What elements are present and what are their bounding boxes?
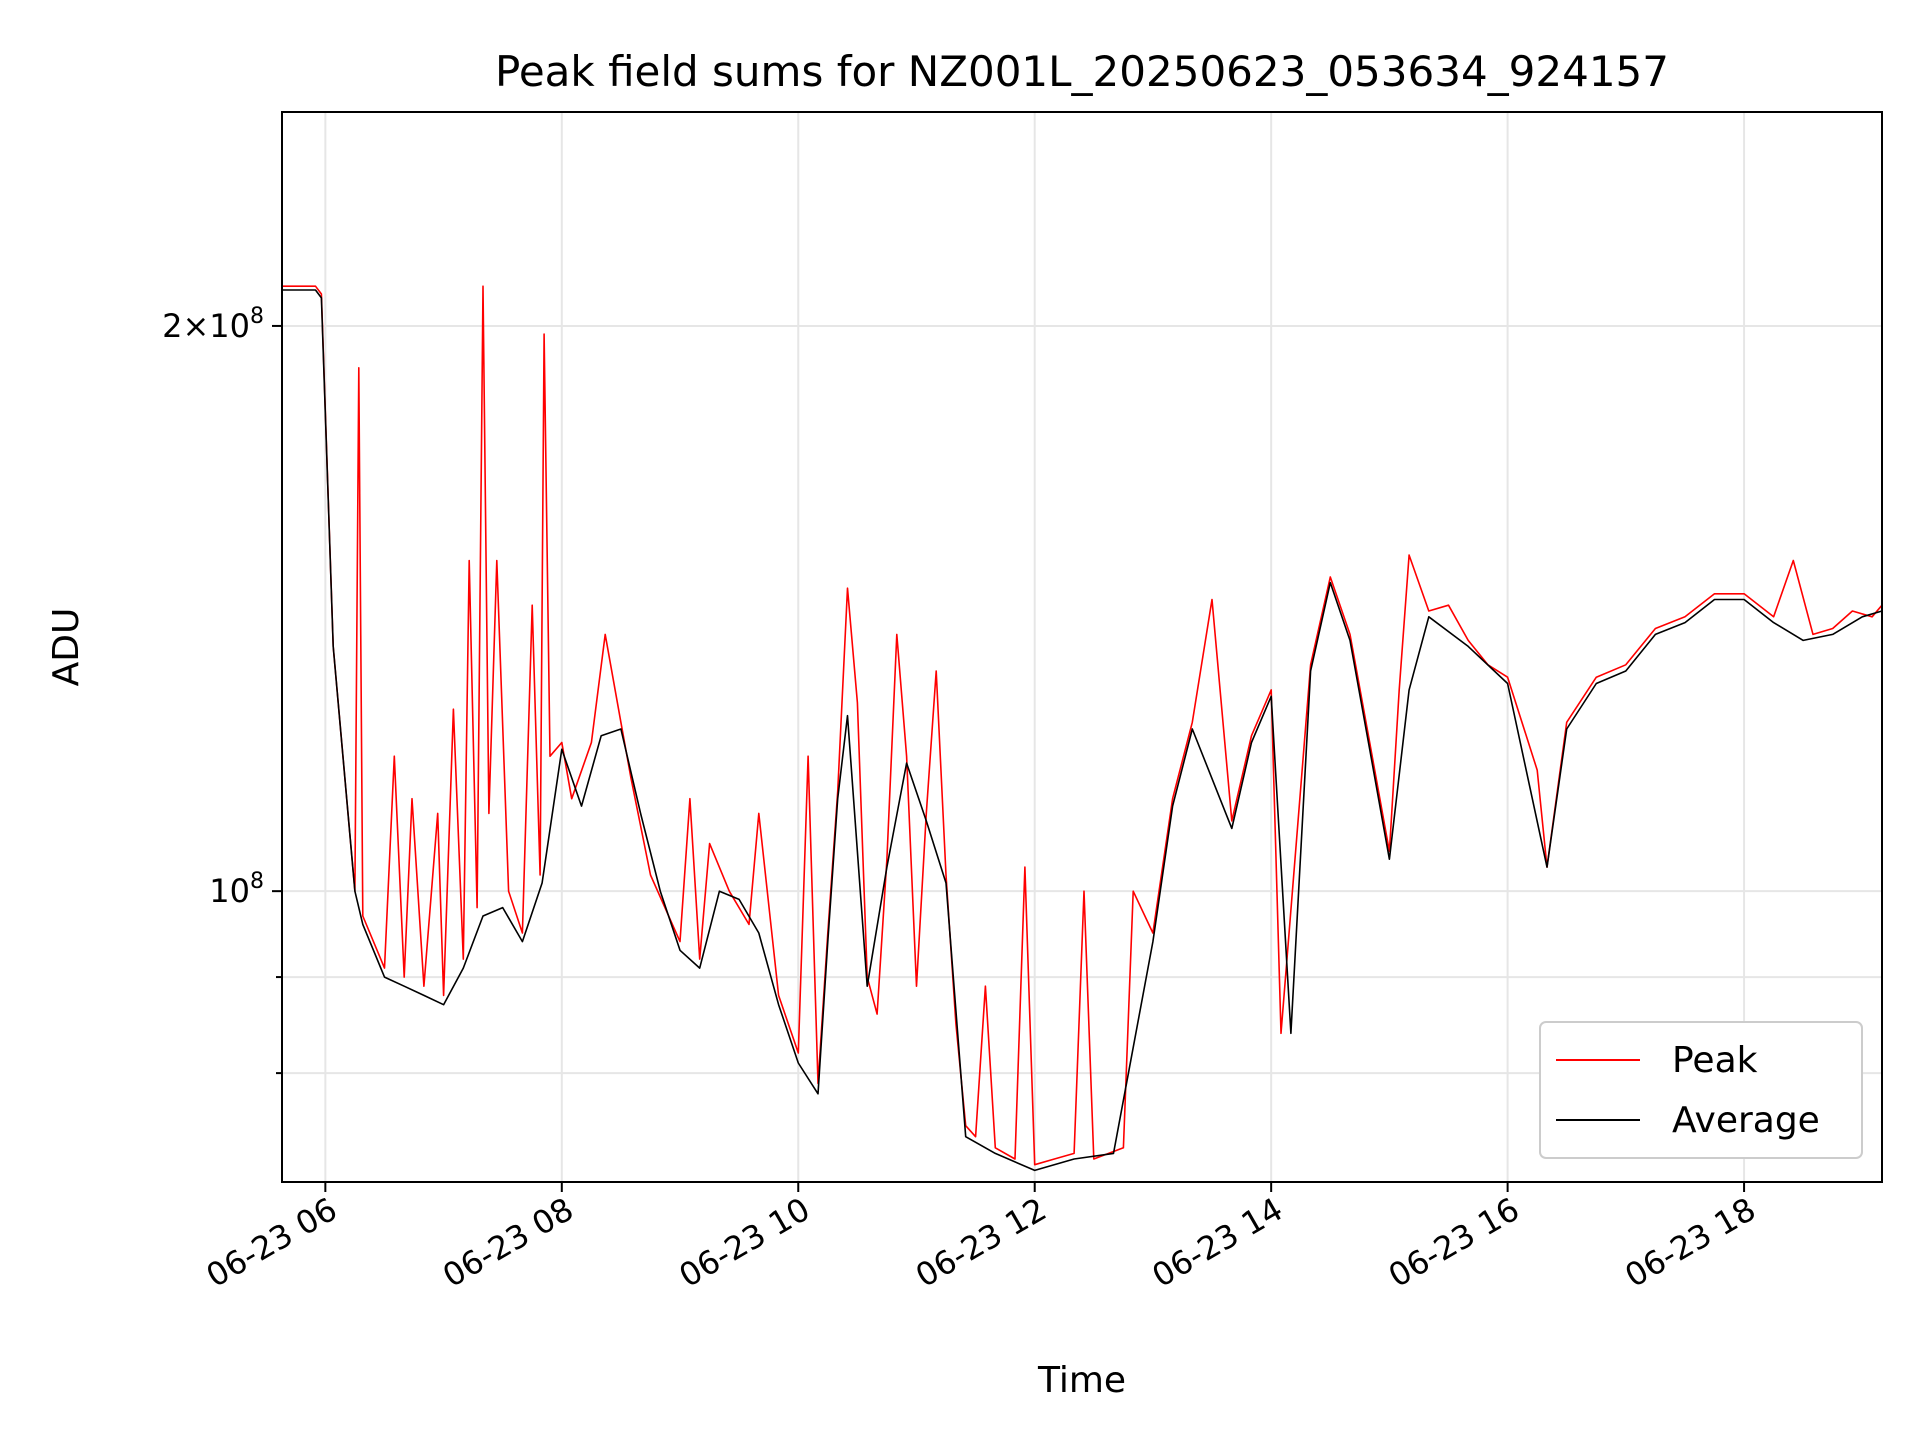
y-axis-label: ADU (46, 608, 87, 687)
series-layer (282, 285, 1883, 1172)
legend: Peak Average (1539, 1021, 1863, 1159)
y-tick-label: 2×108 (162, 304, 264, 345)
legend-label-average: Average (1672, 1100, 1820, 1141)
y-tick-label: 108 (209, 869, 264, 910)
y-axis-ticks: 2×108 108 (162, 304, 282, 1075)
legend-label-peak: Peak (1672, 1040, 1758, 1081)
series-line-peak (282, 285, 1883, 1166)
x-axis-label: Time (1037, 1360, 1126, 1401)
chart-title: Peak field sums for NZ001L_20250623_0536… (495, 47, 1669, 96)
legend-box (1539, 1021, 1863, 1159)
series-line-average (282, 289, 1883, 1172)
plot-frame (281, 111, 1883, 1183)
